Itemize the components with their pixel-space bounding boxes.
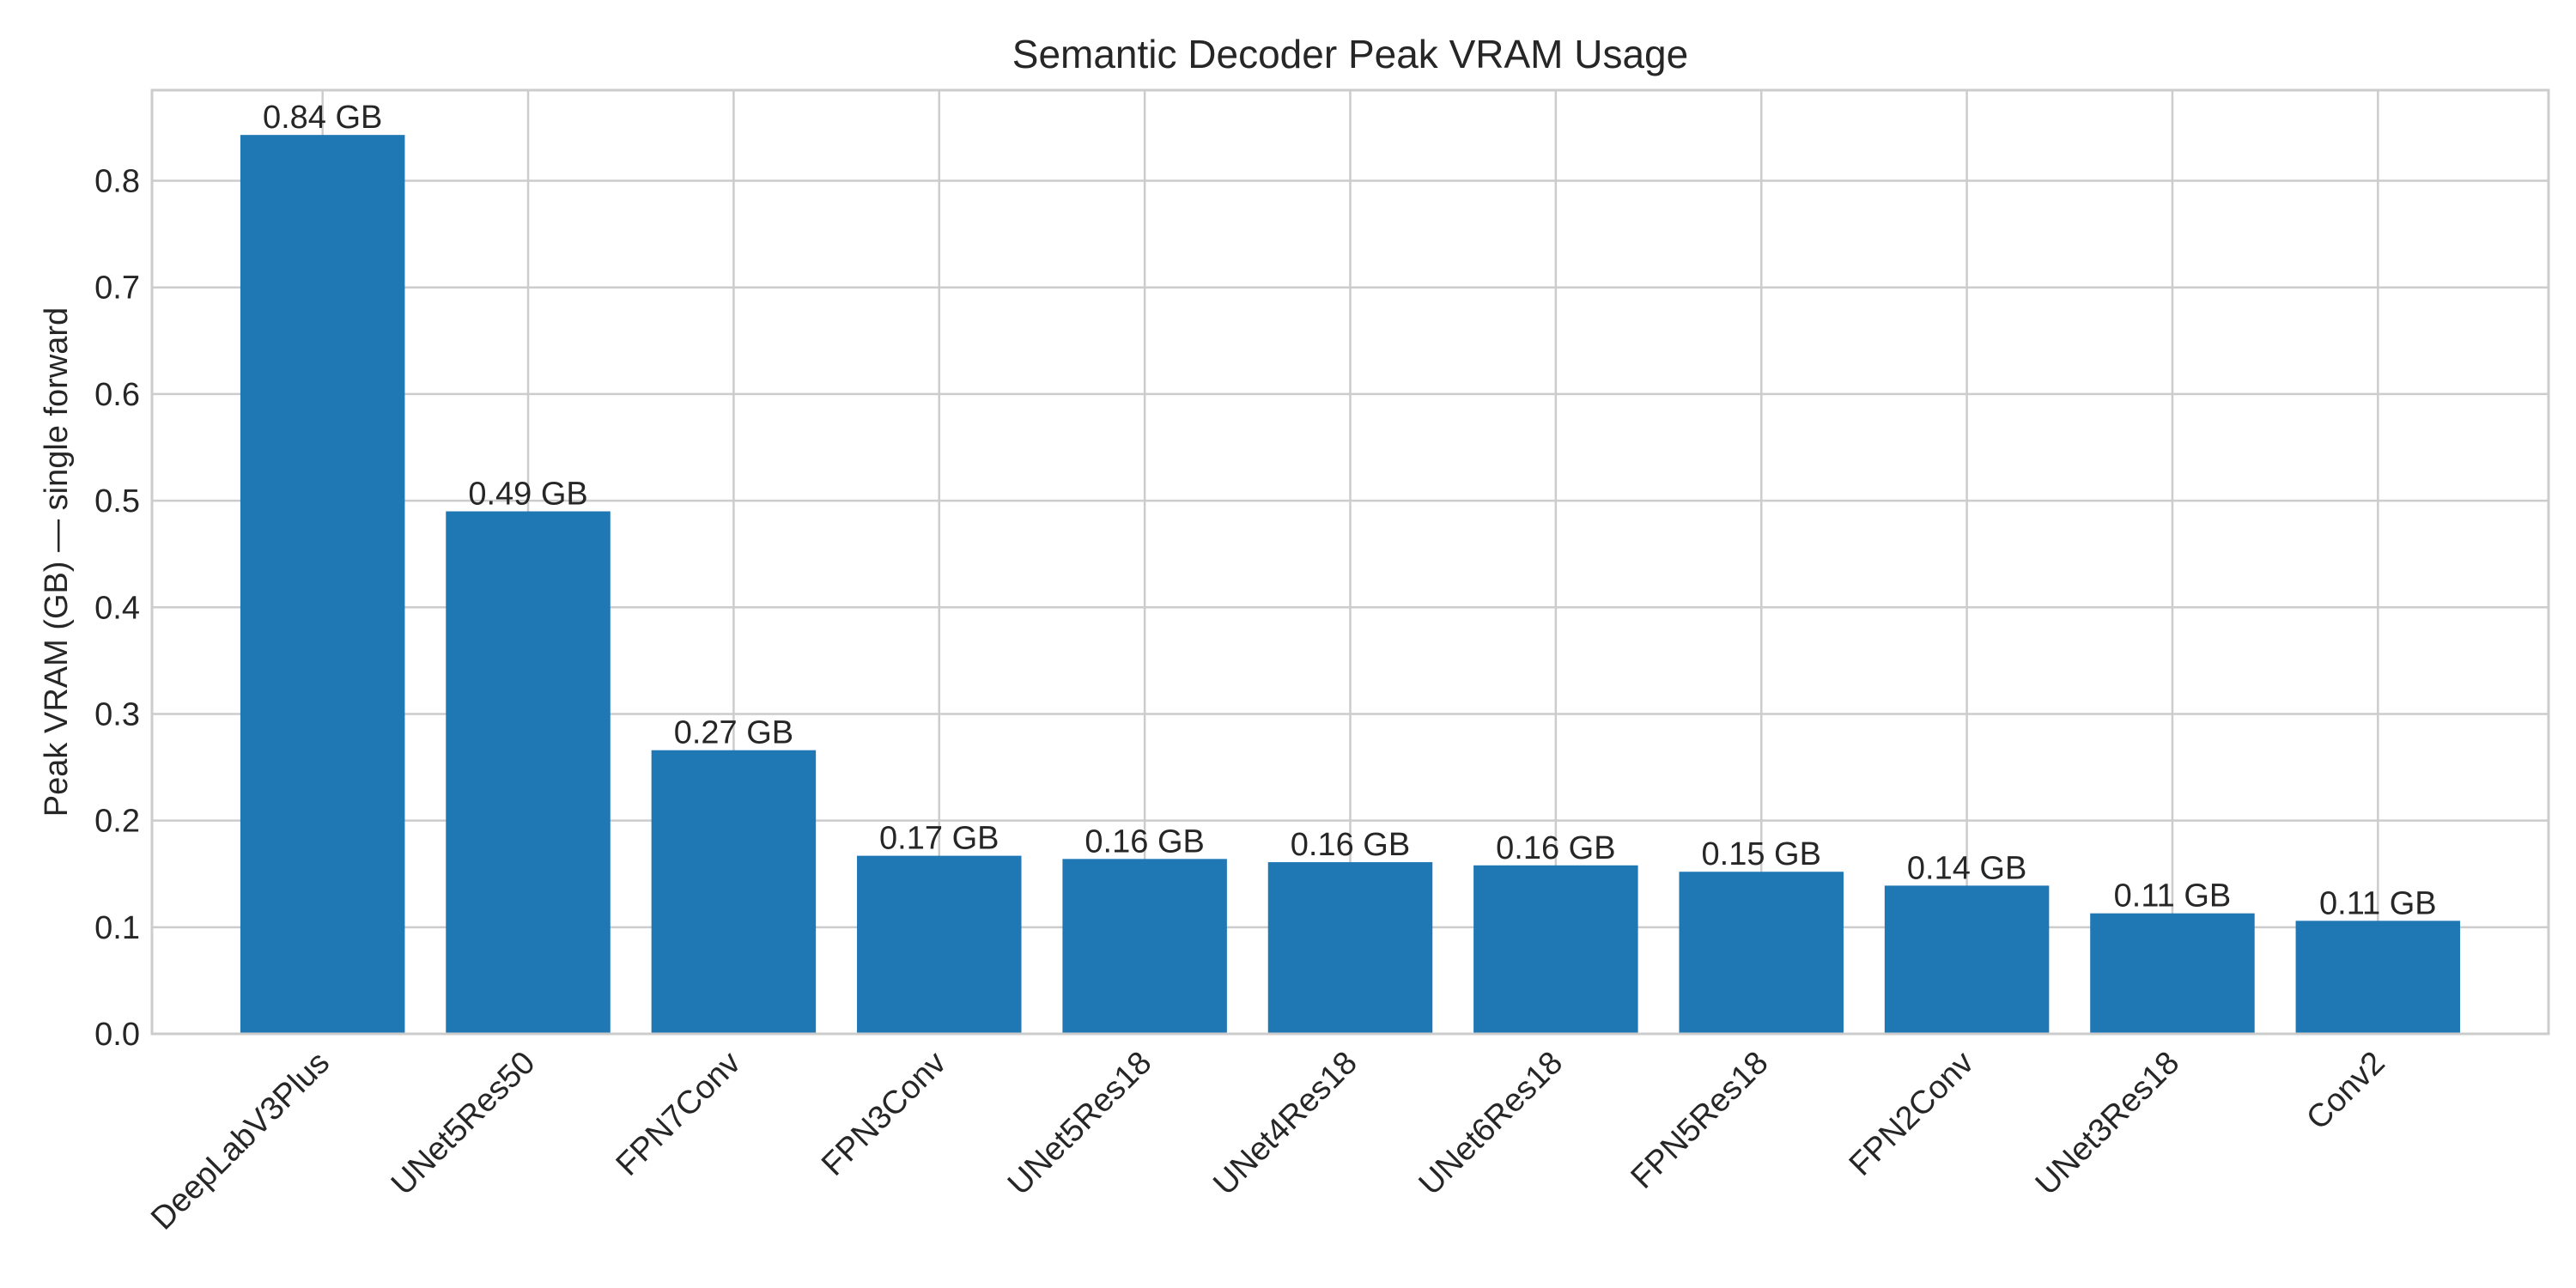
bar xyxy=(1062,859,1227,1034)
bar xyxy=(1679,872,1844,1034)
y-tick-label: 0.5 xyxy=(94,483,140,519)
bar-value-label: 0.16 GB xyxy=(1084,823,1204,860)
bar-value-label: 0.17 GB xyxy=(879,821,999,857)
bar xyxy=(651,750,817,1034)
bar-value-label: 0.14 GB xyxy=(1907,850,2026,886)
x-tick-label: FPN7Conv xyxy=(610,1045,748,1183)
bar-value-label: 0.11 GB xyxy=(2114,878,2232,914)
bar-value-label: 0.11 GB xyxy=(2319,885,2437,921)
y-tick-label: 0.0 xyxy=(94,1017,140,1053)
bar xyxy=(1267,862,1433,1034)
chart-title: Semantic Decoder Peak VRAM Usage xyxy=(1012,32,1688,76)
x-tick-labels: DeepLabV3Plus UNet5Res50 FPN7Conv FPN3Conv U… xyxy=(144,1045,2392,1237)
x-tick-label: UNet4Res18 xyxy=(1206,1045,1364,1203)
y-tick-labels: 0.0 0.1 0.2 0.3 0.4 0.5 0.6 0.7 0.8 xyxy=(94,164,140,1053)
y-tick-label: 0.7 xyxy=(94,270,140,307)
plot-frame xyxy=(150,88,2550,1036)
bar xyxy=(240,135,405,1035)
y-tick-label: 0.4 xyxy=(94,590,140,626)
x-tick-label: UNet6Res18 xyxy=(1413,1045,1571,1203)
y-axis-label: Peak VRAM (GB) — single forward xyxy=(39,307,75,817)
x-tick-label: Conv2 xyxy=(2300,1045,2391,1137)
bar xyxy=(1884,885,2050,1034)
x-tick-label: DeepLabV3Plus xyxy=(144,1045,337,1237)
x-tick-label: FPN3Conv xyxy=(815,1045,953,1183)
bar-value-label: 0.27 GB xyxy=(674,715,793,751)
x-tick-label: FPN5Res18 xyxy=(1625,1045,1776,1196)
bar-value-labels: 0.84 GB 0.49 GB 0.27 GB 0.17 GB 0.16 GB 0.16 … xyxy=(263,100,2437,921)
x-tick-label: UNet5Res50 xyxy=(385,1045,543,1203)
bar xyxy=(857,855,1022,1034)
bar xyxy=(2090,913,2255,1034)
bar-value-label: 0.16 GB xyxy=(1291,827,1410,863)
y-tick-label: 0.8 xyxy=(94,164,140,200)
x-tick-label: FPN2Conv xyxy=(1843,1045,1981,1183)
bar-value-label: 0.16 GB xyxy=(1496,830,1615,866)
bar xyxy=(446,511,611,1034)
bar-value-label: 0.49 GB xyxy=(468,477,587,513)
bar xyxy=(1473,865,1638,1034)
y-tick-label: 0.3 xyxy=(94,696,140,732)
y-tick-label: 0.1 xyxy=(94,910,140,946)
bar-value-label: 0.15 GB xyxy=(1702,836,1821,872)
bar xyxy=(2295,920,2461,1034)
x-tick-label: UNet3Res18 xyxy=(2029,1045,2187,1203)
y-tick-label: 0.2 xyxy=(94,804,140,840)
bar-value-label: 0.84 GB xyxy=(263,100,382,136)
x-tick-label: UNet5Res18 xyxy=(1001,1045,1159,1203)
y-tick-label: 0.6 xyxy=(94,377,140,413)
bars xyxy=(240,135,2461,1035)
